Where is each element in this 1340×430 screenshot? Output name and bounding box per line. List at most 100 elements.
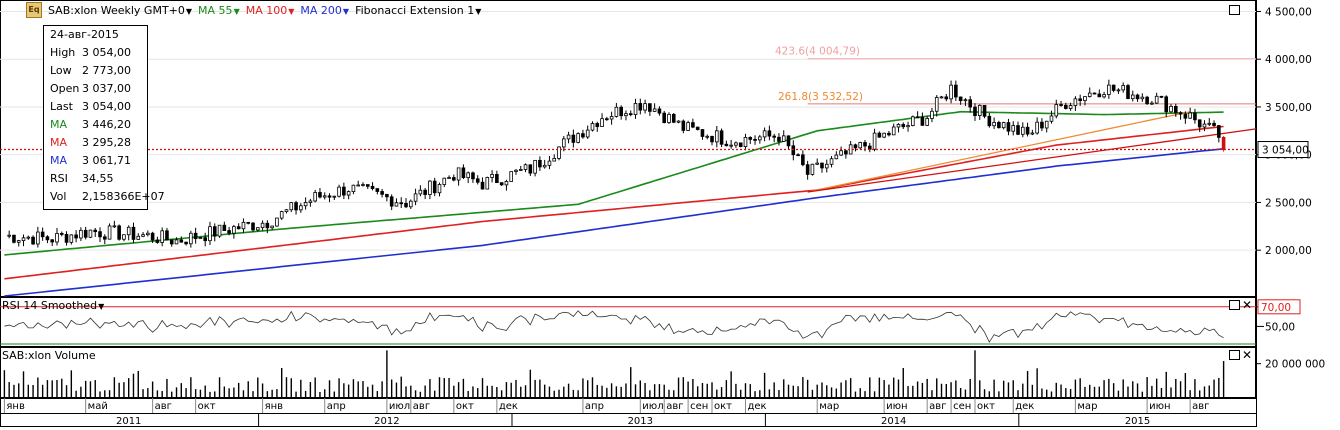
current-price-box <box>1257 141 1309 159</box>
candle-body <box>872 132 877 150</box>
candle-body <box>710 135 714 143</box>
candle-body <box>21 237 26 242</box>
candle-body <box>1145 96 1149 104</box>
candle-body <box>64 233 69 243</box>
candle-body <box>31 236 35 245</box>
candle-body <box>911 116 915 126</box>
trend-line <box>807 128 1257 193</box>
candle-body <box>394 202 399 207</box>
candle-body <box>174 239 179 245</box>
rsi-panel-label[interactable]: RSI 14 Smoothed▼ <box>2 299 105 312</box>
candle-body <box>605 118 609 121</box>
candle-body <box>1197 119 1202 128</box>
candle-body <box>1178 112 1183 115</box>
candle-body <box>1150 102 1154 105</box>
ma200-label[interactable]: MA 200▼ <box>300 3 350 17</box>
month-label: окт <box>456 401 474 412</box>
candle-body <box>542 164 547 168</box>
candle-body <box>992 122 996 127</box>
candle-body <box>495 174 499 184</box>
candle-body <box>805 164 810 175</box>
candle-body <box>824 163 829 169</box>
candle-body <box>260 222 265 229</box>
candle-body <box>1011 125 1016 132</box>
close-volume-panel-button[interactable]: ✕ <box>1242 348 1253 362</box>
info-key: High <box>50 46 76 59</box>
candle-body <box>1001 122 1006 129</box>
info-row-vol: Vol 2,158366E+07 <box>50 188 165 206</box>
candle-body <box>356 184 361 187</box>
maximize-volume-panel-button[interactable] <box>1229 350 1240 360</box>
candle-body <box>308 200 313 203</box>
candle-body <box>452 177 456 181</box>
candle-body <box>614 106 619 117</box>
candle-body <box>1130 94 1135 100</box>
candle-body <box>705 135 710 138</box>
candle-body <box>915 116 920 119</box>
candle-body <box>982 104 987 117</box>
candle-body <box>442 177 447 185</box>
candle-body <box>829 158 834 165</box>
candle-body <box>59 233 64 235</box>
candle-body <box>743 136 748 147</box>
ma100-label[interactable]: MA 100▼ <box>245 3 295 17</box>
info-value: 3 446,20 <box>82 118 131 131</box>
candle-body <box>691 122 695 128</box>
candle-body <box>1107 84 1111 95</box>
y-tick-label: 4 500,00 <box>1265 6 1312 18</box>
candle-body <box>241 221 246 230</box>
rsi-panel-frame <box>0 297 1256 347</box>
candle-body <box>810 163 815 175</box>
candle-body <box>499 182 504 186</box>
ma55-label[interactable]: MA 55▼ <box>198 3 240 17</box>
maximize-price-panel-button[interactable] <box>1229 5 1240 15</box>
candle-body <box>55 233 59 243</box>
close-rsi-panel-button[interactable]: ✕ <box>1242 298 1253 312</box>
year-label: 2014 <box>881 416 906 427</box>
info-key: MA <box>50 118 68 131</box>
info-box: 24-авг-2015 High 3 054,00 Low 2 773,00 Open 3… <box>43 25 165 210</box>
candle-body <box>466 172 470 179</box>
candle-body <box>189 232 193 245</box>
info-key: Low <box>50 64 72 77</box>
current-price-label: 3 054,00 <box>1262 145 1309 157</box>
candle-body <box>418 189 423 195</box>
candle-body <box>891 126 896 136</box>
year-label: 2015 <box>1125 416 1150 427</box>
candle-body <box>643 103 647 111</box>
candle-body <box>255 227 260 231</box>
info-date: 24-авг-2015 <box>50 28 119 41</box>
candle-body <box>1097 93 1102 98</box>
info-key: Open <box>50 82 80 95</box>
candle-body <box>480 181 485 190</box>
month-label: дек <box>1015 401 1034 412</box>
info-key: MA <box>50 154 68 167</box>
y-tick-label: 4 000,00 <box>1265 54 1312 66</box>
rsi-70-box <box>1257 299 1301 315</box>
candle-body <box>839 150 843 156</box>
month-label: дек <box>499 401 518 412</box>
month-label: июн <box>886 401 907 412</box>
candle-body <box>791 145 796 156</box>
candle-body <box>600 118 604 127</box>
candle-body <box>571 134 576 143</box>
fib-level-label: 261.8(3 532,52) <box>778 91 863 103</box>
candle-body <box>729 144 733 147</box>
fib-label[interactable]: Fibonacci Extension 1▼ <box>355 3 482 17</box>
symbol-label[interactable]: SAB:xlon Weekly GMT+0▼ <box>48 3 193 17</box>
month-label: окт <box>198 401 216 412</box>
candle-body <box>1173 105 1178 114</box>
candle-body <box>45 236 50 241</box>
maximize-rsi-panel-button[interactable] <box>1229 300 1240 310</box>
candle-body <box>686 122 690 131</box>
candle-body <box>299 205 303 211</box>
month-label: май <box>88 401 108 412</box>
equity-icon[interactable]: Eq <box>26 2 42 18</box>
candle-body <box>1193 112 1197 121</box>
candle-body <box>533 159 537 174</box>
month-label: авг <box>155 401 172 412</box>
candle-body <box>284 209 289 212</box>
month-label: апр <box>585 401 604 412</box>
